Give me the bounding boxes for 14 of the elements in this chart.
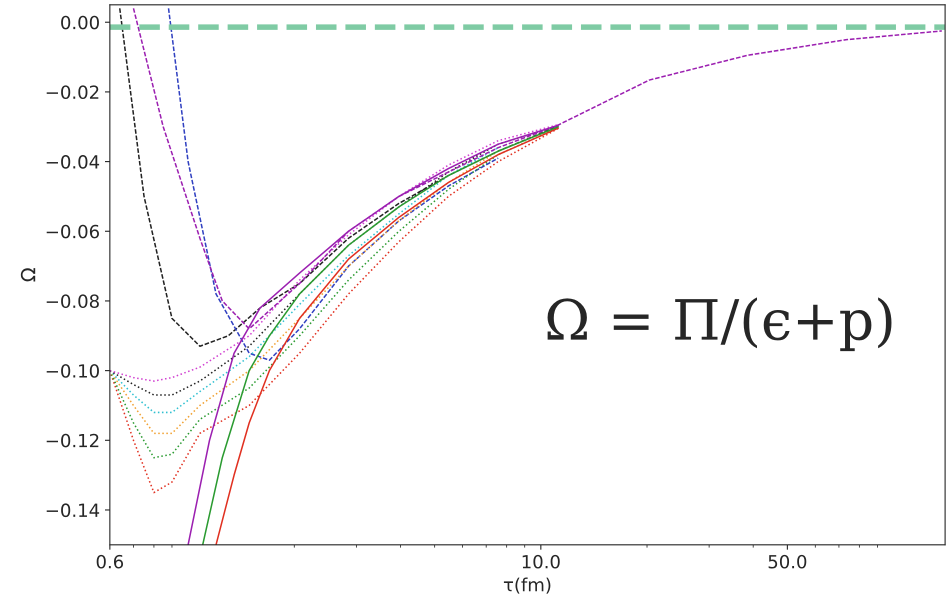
y-tick-label: −0.08 <box>46 294 99 308</box>
x-axis-title: τ(fm) <box>504 578 550 594</box>
y-axis-title: Ω <box>20 268 36 282</box>
y-tick-label: −0.02 <box>46 85 98 100</box>
x-tick-label: 10.0 <box>522 554 560 569</box>
y-tick-label: −0.12 <box>46 434 98 448</box>
x-tick-label: 50.0 <box>768 554 806 569</box>
y-tick-label: −0.06 <box>46 224 99 238</box>
y-tick-label: −0.10 <box>46 364 99 378</box>
y-tick-label: 0.00 <box>61 16 99 30</box>
annotation: Ω = Π/(ϵ+p) <box>548 297 892 352</box>
x-tick-label: 0.6 <box>96 554 124 569</box>
y-tick-label: −0.14 <box>46 503 100 518</box>
y-tick-label: −0.04 <box>46 155 100 169</box>
